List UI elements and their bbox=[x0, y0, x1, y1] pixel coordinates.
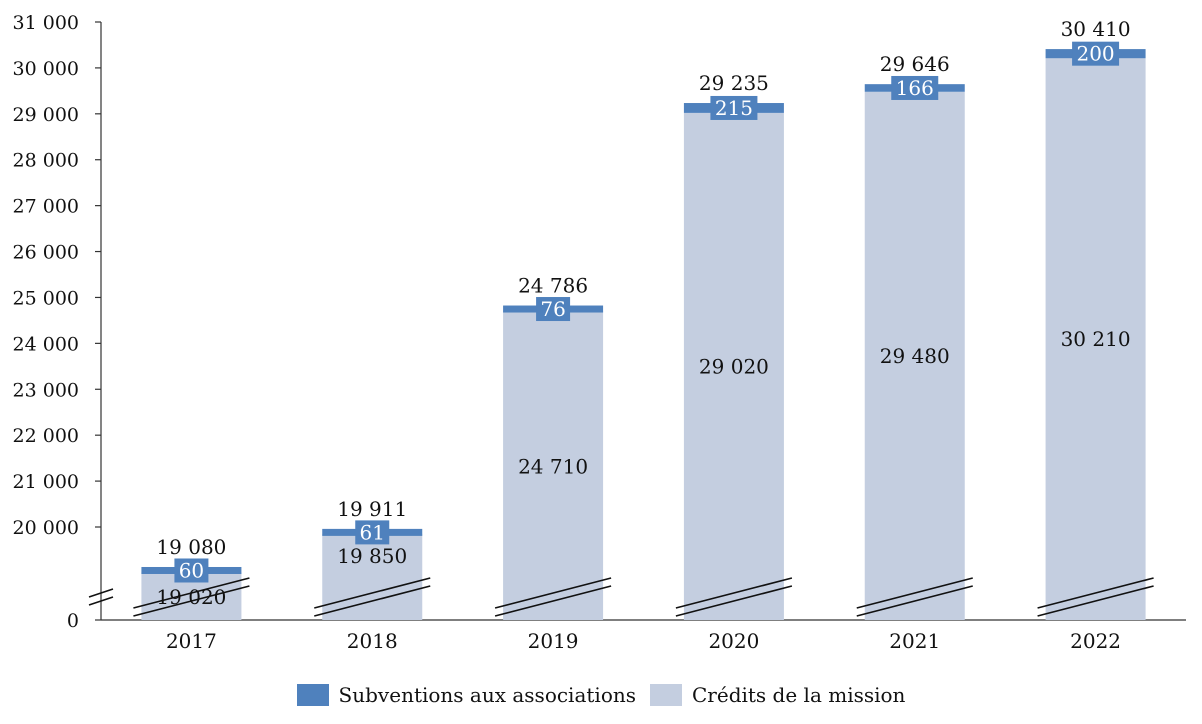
y-tick-label: 25 000 bbox=[13, 287, 79, 309]
bar-credits bbox=[322, 533, 423, 620]
legend-label-subventions: Subventions aux associations bbox=[338, 683, 636, 707]
bar-break-mark bbox=[133, 585, 250, 617]
bar-break-mark bbox=[314, 585, 431, 617]
bar-break-mark bbox=[314, 577, 431, 609]
y-axis-break-mark bbox=[88, 588, 114, 598]
x-tick-label: 2017 bbox=[166, 629, 217, 653]
bar-break-mark bbox=[1037, 577, 1154, 609]
bar-break-mark bbox=[494, 585, 612, 617]
subventions-label-box bbox=[174, 558, 209, 583]
bar-break-mark bbox=[675, 585, 793, 617]
subventions-label-box bbox=[1072, 41, 1120, 66]
subventions-label-box bbox=[536, 297, 571, 322]
total-value-label: 29 235 bbox=[699, 71, 769, 95]
x-tick-label: 2020 bbox=[708, 629, 759, 653]
legend-swatch-credits bbox=[650, 684, 682, 706]
total-value-label: 19 911 bbox=[337, 497, 407, 521]
legend-item-subventions: Subventions aux associations bbox=[296, 683, 636, 707]
bar-credits bbox=[683, 112, 784, 621]
y-axis-break-mark bbox=[88, 596, 114, 606]
total-value-label: 30 410 bbox=[1061, 17, 1131, 41]
y-tick-label: 26 000 bbox=[13, 242, 79, 264]
bar-credits bbox=[503, 310, 604, 620]
y-tick-label: 22 000 bbox=[13, 425, 79, 447]
credits-value-label: 24 710 bbox=[518, 454, 588, 478]
y-tick-label: 20 000 bbox=[13, 517, 79, 539]
credits-value-label: 30 210 bbox=[1061, 327, 1131, 351]
credits-value-label: 19 850 bbox=[337, 544, 407, 568]
y-tick-label: 27 000 bbox=[13, 196, 79, 218]
legend-label-credits: Crédits de la mission bbox=[692, 683, 906, 707]
y-tick-label: 29 000 bbox=[13, 104, 79, 126]
subventions-value-label: 215 bbox=[715, 96, 753, 120]
legend-item-credits: Crédits de la mission bbox=[650, 683, 905, 707]
subventions-label-box bbox=[891, 75, 939, 100]
subventions-label-box bbox=[355, 520, 390, 545]
subventions-label-box bbox=[710, 95, 758, 120]
total-value-label: 19 080 bbox=[156, 535, 226, 559]
x-tick-label: 2022 bbox=[1070, 629, 1121, 653]
subventions-value-label: 166 bbox=[896, 76, 934, 100]
credits-value-label: 29 020 bbox=[699, 354, 769, 378]
subventions-value-label: 200 bbox=[1076, 42, 1114, 66]
y-tick-label: 21 000 bbox=[13, 471, 79, 493]
bar-break-mark bbox=[856, 585, 973, 617]
bar-break-mark bbox=[856, 577, 973, 609]
credits-value-label: 29 480 bbox=[880, 344, 950, 368]
total-value-label: 24 786 bbox=[518, 274, 588, 298]
y-tick-label: 30 000 bbox=[13, 58, 79, 80]
total-value-label: 29 646 bbox=[880, 52, 950, 76]
x-tick-label: 2018 bbox=[347, 629, 398, 653]
bar-credits bbox=[864, 91, 965, 621]
y-tick-label: 31 000 bbox=[13, 12, 79, 34]
bar-credits bbox=[1045, 58, 1146, 620]
bar-break-mark bbox=[494, 577, 612, 609]
y-tick-label: 28 000 bbox=[13, 150, 79, 172]
y-tick-label-zero: 0 bbox=[67, 610, 79, 632]
subventions-value-label: 61 bbox=[360, 520, 385, 544]
y-tick-label: 24 000 bbox=[13, 333, 79, 355]
bar-break-mark bbox=[675, 577, 793, 609]
x-tick-label: 2021 bbox=[889, 629, 940, 653]
legend: Subventions aux associations Crédits de … bbox=[0, 680, 1202, 710]
legend-swatch-subventions bbox=[296, 684, 329, 706]
y-tick-label: 23 000 bbox=[13, 379, 79, 401]
subventions-value-label: 60 bbox=[179, 558, 204, 582]
subventions-value-label: 76 bbox=[540, 297, 565, 321]
bar-break-mark bbox=[133, 577, 250, 609]
x-tick-label: 2019 bbox=[528, 629, 579, 653]
stacked-bar-chart: 20 000 21 000 22 000 23 000 24 000 25 000 26 0… bbox=[13, 12, 1186, 653]
bar-break-mark bbox=[1037, 585, 1154, 617]
credits-value-label: 19 020 bbox=[156, 585, 226, 609]
